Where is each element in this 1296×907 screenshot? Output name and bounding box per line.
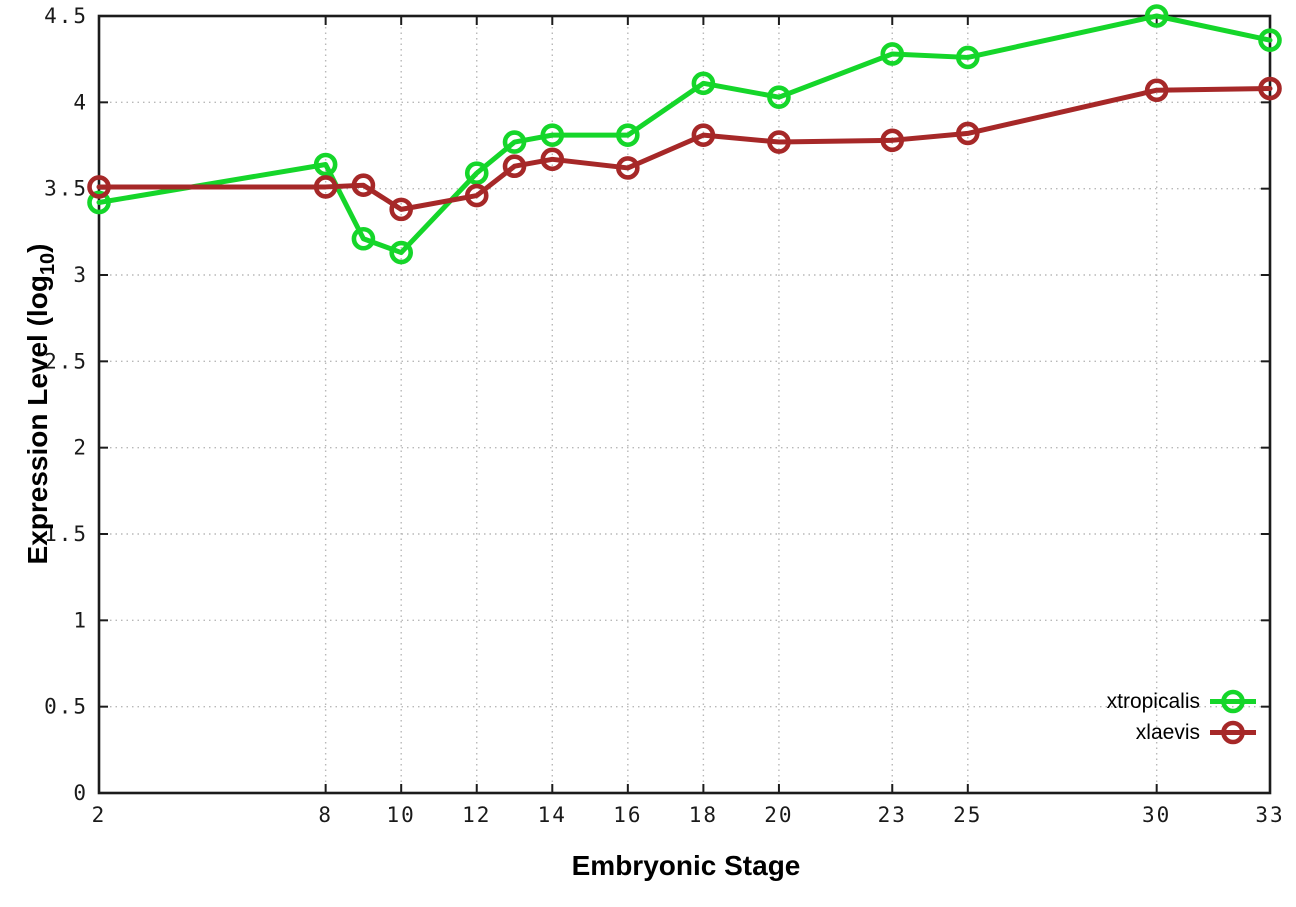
data-point-marker <box>1144 4 1169 28</box>
y-axis-title-close: ) <box>22 243 54 253</box>
data-point-marker <box>691 123 716 147</box>
data-point-marker <box>767 130 791 154</box>
data-point-marker <box>616 123 640 147</box>
data-point-marker <box>540 123 565 147</box>
data-point-marker <box>956 45 980 70</box>
data-point-marker <box>389 197 413 222</box>
y-axis-title: Expression Level (log10) <box>22 244 60 565</box>
data-point-marker <box>880 128 905 153</box>
x-tick-label: 12 <box>462 803 491 827</box>
y-tick-label: 2 <box>73 436 88 460</box>
data-point-marker <box>389 240 413 265</box>
legend-marker-xlaevis-icon <box>1210 720 1256 745</box>
data-point-marker <box>1258 28 1282 52</box>
y-tick-label: 2.5 <box>44 349 88 373</box>
data-point-marker <box>616 156 640 180</box>
data-point-marker <box>464 161 489 185</box>
x-tick-label: 23 <box>878 803 907 827</box>
legend-label-xlaevis: xlaevis <box>1135 721 1200 744</box>
data-point-marker <box>313 152 338 177</box>
data-point-marker <box>351 226 376 251</box>
legend-item-xtropicalis: xtropicalis <box>1107 687 1258 716</box>
data-point-marker <box>1144 78 1169 103</box>
y-tick-label: 0.5 <box>44 695 88 719</box>
y-tick-label: 3.5 <box>44 177 88 201</box>
x-tick-label: 25 <box>953 803 982 827</box>
y-axis-title-text: Expression Level (log <box>22 275 54 565</box>
data-point-marker <box>502 130 527 154</box>
y-tick-label: 4.5 <box>44 4 88 28</box>
legend-marker-xtropicalis-icon <box>1210 689 1256 714</box>
x-tick-label: 20 <box>764 803 793 827</box>
x-axis-title: Embryonic Stage <box>571 850 801 881</box>
x-tick-label: 18 <box>689 803 718 827</box>
data-point-marker <box>956 121 980 146</box>
x-tick-label: 14 <box>538 803 567 827</box>
data-point-marker <box>87 190 111 215</box>
x-tick-label: 8 <box>318 803 333 827</box>
y-tick-label: 1.5 <box>44 522 88 546</box>
data-point-marker <box>880 42 905 66</box>
x-tick-label: 30 <box>1142 803 1171 827</box>
x-tick-label: 2 <box>92 803 107 827</box>
y-tick-label: 0 <box>73 781 88 805</box>
x-tick-label: 16 <box>613 803 642 827</box>
data-point-marker <box>87 175 111 199</box>
data-point-marker <box>540 147 565 172</box>
legend-label-xtropicalis: xtropicalis <box>1106 690 1200 713</box>
y-tick-label: 1 <box>73 608 88 632</box>
y-tick-label: 4 <box>73 90 88 114</box>
data-point-marker <box>351 173 376 198</box>
data-point-marker <box>464 183 489 208</box>
data-point-marker <box>502 154 527 179</box>
y-axis-title-subscript: 10 <box>36 252 59 276</box>
x-tick-label: 10 <box>387 803 416 827</box>
chart-legend: xtropicalis xlaevis <box>1107 687 1258 747</box>
x-tick-label: 33 <box>1255 803 1284 827</box>
data-point-marker <box>691 71 716 96</box>
data-point-marker <box>1258 76 1282 101</box>
data-point-marker <box>313 175 338 199</box>
y-tick-label: 3 <box>73 263 88 287</box>
legend-item-xlaevis: xlaevis <box>1136 718 1258 747</box>
data-point-marker <box>767 85 791 109</box>
